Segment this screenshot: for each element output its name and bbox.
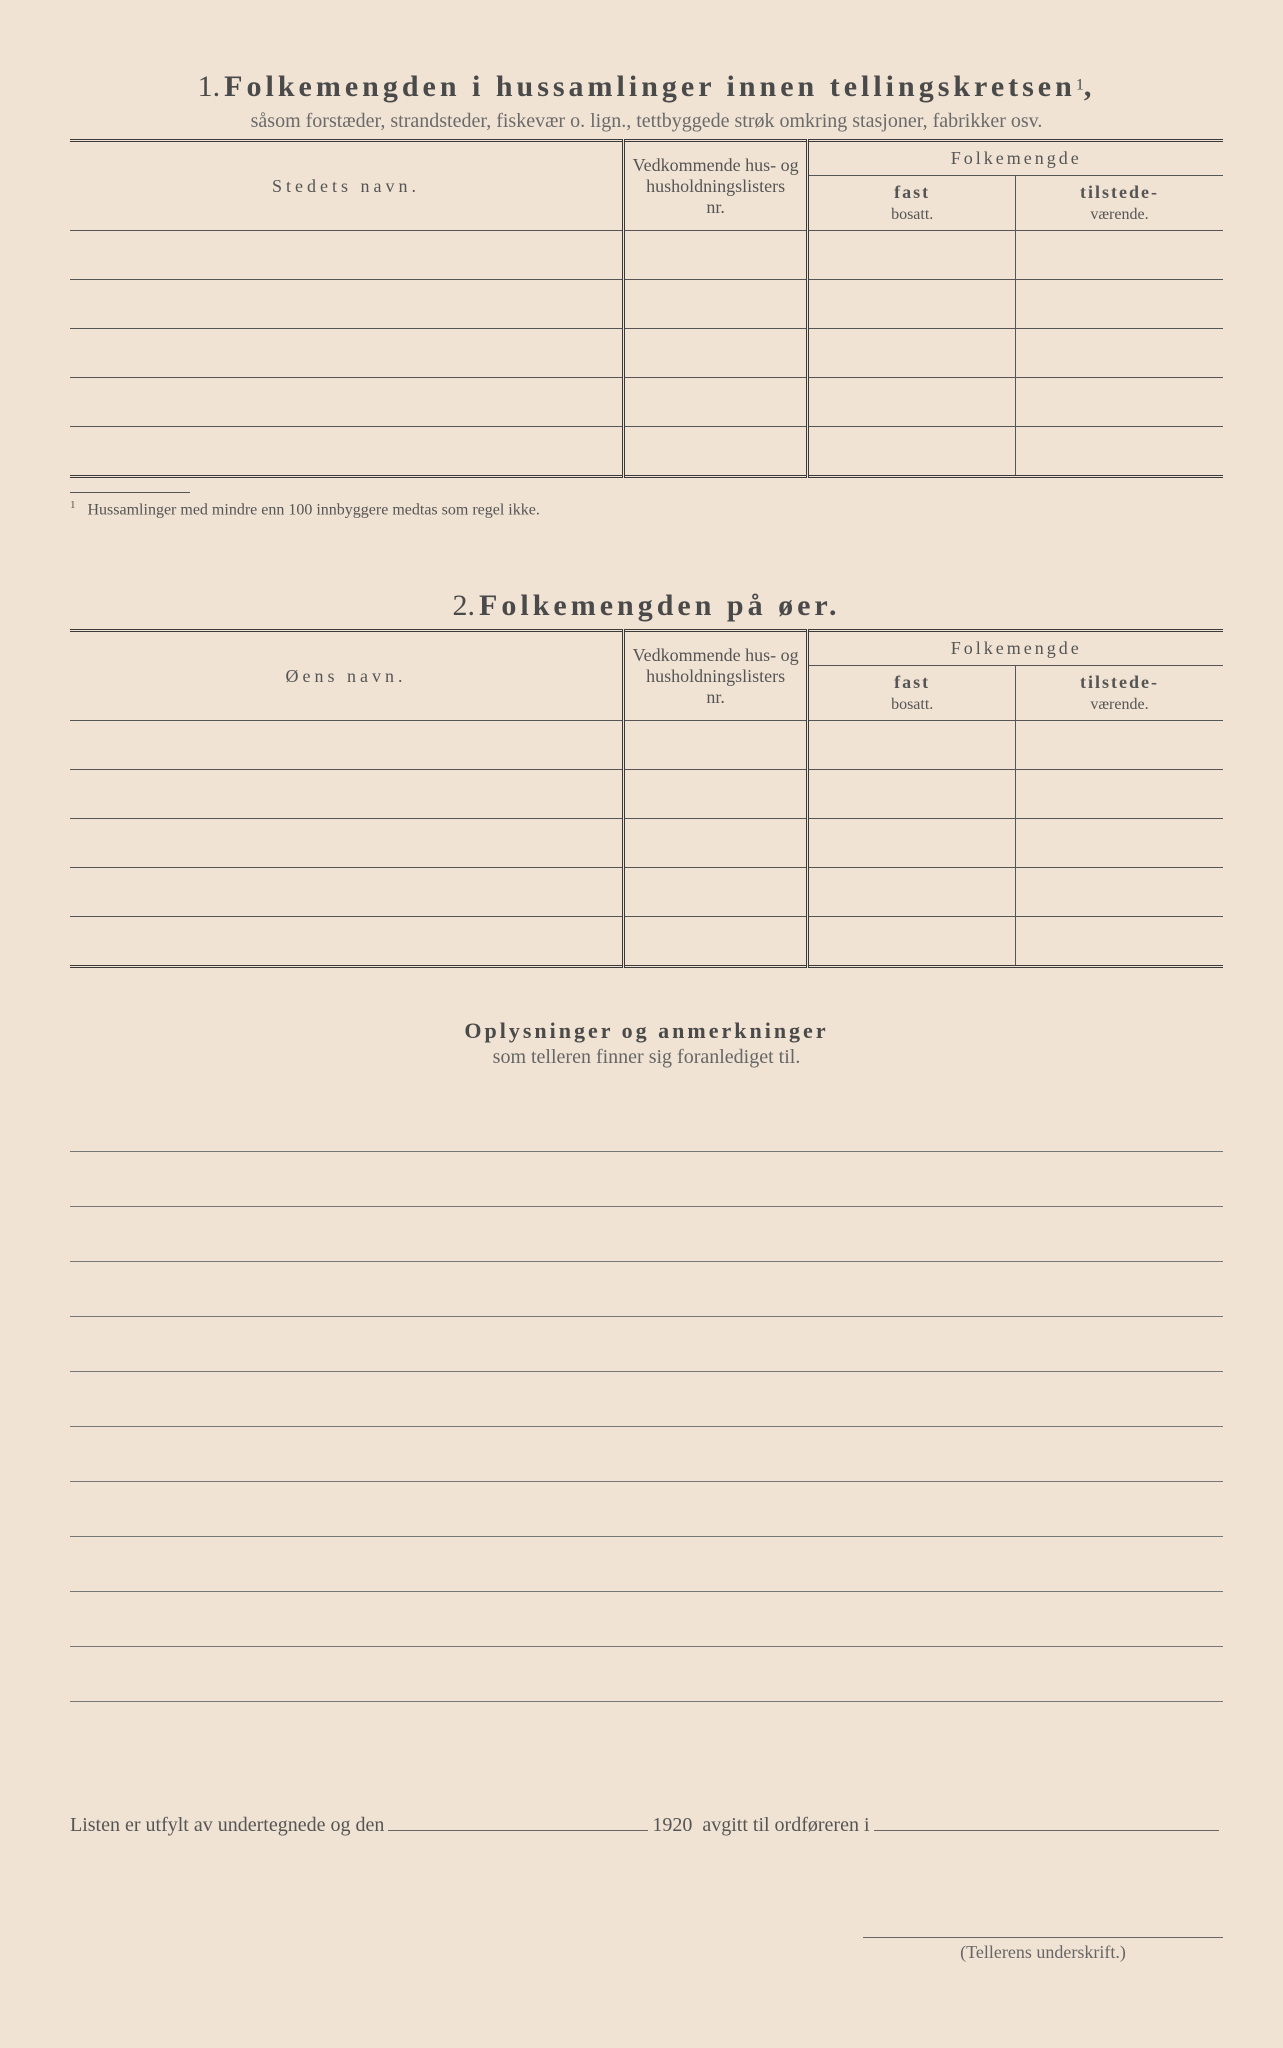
col-tilstede-l1: tilstede- xyxy=(1080,182,1159,202)
col-ref-l2: husholdningslisters xyxy=(646,176,785,196)
remark-line xyxy=(70,1427,1223,1482)
remark-line xyxy=(70,1317,1223,1372)
section2-title: Folkemengden på øer. xyxy=(479,589,840,622)
section1-subtitle: såsom forstæder, strandsteder, fiskevær … xyxy=(70,110,1223,133)
remarks-heading: Oplysninger og anmerkninger som telleren… xyxy=(70,1018,1223,1069)
section2-tbody xyxy=(70,721,1223,967)
section1-tbody xyxy=(70,231,1223,477)
col-ref-l1: Vedkommende hus- og xyxy=(633,155,799,175)
col-folkemengde: Folkemengde xyxy=(808,141,1223,176)
col-tilstede: tilstede- værende. xyxy=(1015,176,1223,231)
signature-caption: (Tellerens underskrift.) xyxy=(863,1937,1223,1963)
remark-line xyxy=(70,1372,1223,1427)
remarks-title: Oplysninger og anmerkninger xyxy=(70,1018,1223,1044)
col-tilstede2-l1: tilstede- xyxy=(1080,672,1159,692)
section1-title: Folkemengden i hussamlinger innen tellin… xyxy=(224,70,1076,103)
remark-line xyxy=(70,1207,1223,1262)
table-row xyxy=(70,329,1223,378)
section1-title-trailing: , xyxy=(1084,70,1096,103)
col-ref: Vedkommende hus- og husholdningslisters … xyxy=(623,141,807,231)
remark-line xyxy=(70,1152,1223,1207)
signoff-part1: Listen er utfylt av undertegnede og den xyxy=(70,1814,384,1837)
table-row xyxy=(70,280,1223,329)
table-row xyxy=(70,427,1223,477)
section1-heading: 1. Folkemengden i hussamlinger innen tel… xyxy=(70,70,1223,104)
signoff-part2: avgitt til ordføreren i xyxy=(702,1814,869,1837)
col-stedets-navn: Stedets navn. xyxy=(70,141,623,231)
col-tilstede2: tilstede- værende. xyxy=(1015,666,1223,721)
remark-line xyxy=(70,1097,1223,1152)
col-fast2: fast bosatt. xyxy=(808,666,1016,721)
col-fast2-l1: fast xyxy=(894,672,930,692)
section1-table: Stedets navn. Vedkommende hus- og hushol… xyxy=(70,139,1223,478)
section1-footnote: 1 Hussamlinger med mindre enn 100 innbyg… xyxy=(70,499,1223,519)
table-row xyxy=(70,721,1223,770)
col-ref2: Vedkommende hus- og husholdningslisters … xyxy=(623,631,807,721)
remark-line xyxy=(70,1647,1223,1702)
col-folkemengde2: Folkemengde xyxy=(808,631,1223,666)
footnote-rule xyxy=(70,492,190,493)
signoff-blank-place xyxy=(874,1812,1219,1831)
footnote-text: Hussamlinger med mindre enn 100 innbygge… xyxy=(88,501,540,518)
col-ref2-l1: Vedkommende hus- og xyxy=(633,645,799,665)
signoff-year: 1920 xyxy=(652,1814,692,1837)
col-ref2-l3: nr. xyxy=(706,687,725,707)
signoff-line: Listen er utfylt av undertegnede og den … xyxy=(70,1812,1223,1837)
table-row xyxy=(70,770,1223,819)
section1-title-sup: 1 xyxy=(1076,77,1084,94)
col-fast-l1: fast xyxy=(894,182,930,202)
footnote-marker: 1 xyxy=(70,499,76,511)
remark-line xyxy=(70,1262,1223,1317)
remark-line xyxy=(70,1592,1223,1647)
table-row xyxy=(70,231,1223,280)
remark-line xyxy=(70,1482,1223,1537)
section1-number: 1. xyxy=(198,70,221,103)
col-tilstede2-l2: værende. xyxy=(1090,696,1148,713)
section2-table: Øens navn. Vedkommende hus- og husholdni… xyxy=(70,629,1223,968)
remarks-subtitle: som telleren finner sig foranlediget til… xyxy=(70,1046,1223,1069)
signoff-blank-date xyxy=(388,1812,648,1831)
table-row xyxy=(70,378,1223,427)
table-row xyxy=(70,917,1223,967)
col-fast: fast bosatt. xyxy=(808,176,1016,231)
col-fast-l2: bosatt. xyxy=(891,206,933,223)
col-tilstede-l2: værende. xyxy=(1090,206,1148,223)
census-form-page: 1. Folkemengden i hussamlinger innen tel… xyxy=(0,0,1283,2048)
section2: 2. Folkemengden på øer. Øens navn. Vedko… xyxy=(70,589,1223,968)
remark-line xyxy=(70,1537,1223,1592)
col-ref-l3: nr. xyxy=(706,197,725,217)
col-ref2-l2: husholdningslisters xyxy=(646,666,785,686)
remarks-lines xyxy=(70,1097,1223,1702)
col-oens-navn: Øens navn. xyxy=(70,631,623,721)
col-fast2-l2: bosatt. xyxy=(891,696,933,713)
table-row xyxy=(70,868,1223,917)
section2-number: 2. xyxy=(453,589,476,622)
section2-heading: 2. Folkemengden på øer. xyxy=(70,589,1223,623)
table-row xyxy=(70,819,1223,868)
